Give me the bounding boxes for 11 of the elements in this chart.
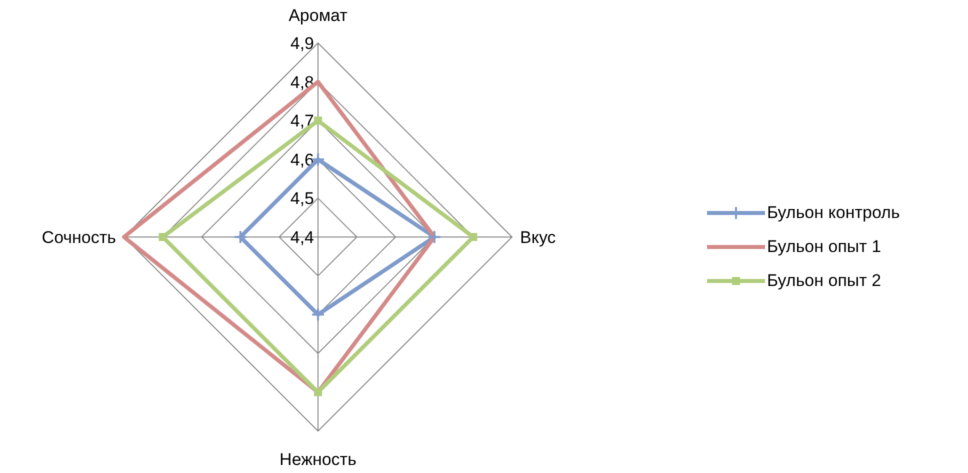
y-tick-label: 4,4: [290, 228, 314, 247]
y-tick-label: 4,7: [290, 112, 314, 131]
legend-label: Бульон опыт 1: [767, 237, 882, 257]
spoke-label: Нежность: [280, 450, 357, 469]
y-tick-label: 4,9: [290, 34, 314, 53]
spoke-label: Аромат: [288, 6, 348, 25]
spoke-label: Вкус: [520, 228, 556, 247]
legend-label: Бульон опыт 2: [767, 271, 882, 291]
y-tick-label: 4,5: [290, 189, 314, 208]
spoke-label: Сочность: [42, 228, 116, 247]
legend-label: Бульон контроль: [767, 203, 900, 223]
